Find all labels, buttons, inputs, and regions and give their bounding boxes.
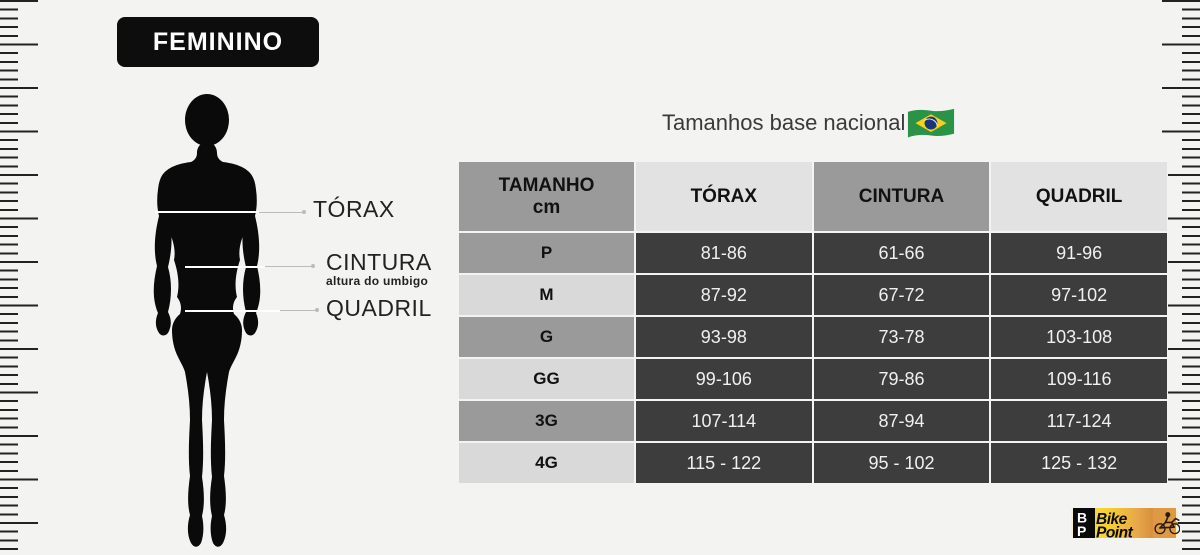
svg-text:Point: Point <box>1096 525 1134 540</box>
svg-text:P: P <box>1077 523 1086 539</box>
